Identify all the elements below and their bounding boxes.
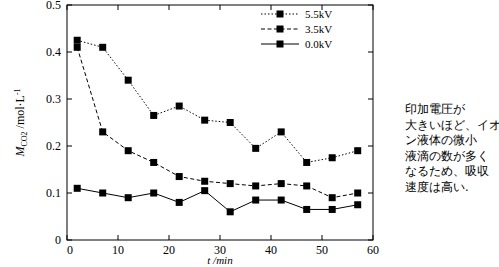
x-tick (271, 235, 272, 240)
plot-data (74, 37, 362, 216)
x-tick-label: 40 (265, 243, 277, 257)
series-marker (150, 159, 157, 166)
legend-marker (277, 26, 284, 33)
x-tick (220, 235, 221, 240)
y-tick (67, 99, 72, 100)
annotation-line: 速度は高い. (405, 180, 469, 194)
series-marker (252, 197, 259, 204)
series-marker (354, 201, 361, 208)
y-tick-label: 0.4 (46, 45, 61, 59)
series-line (77, 188, 358, 212)
y-axis-label-part: -1 (13, 88, 22, 95)
y-tick (67, 193, 72, 194)
y-tick (368, 193, 373, 194)
legend-label: 3.5kV (305, 23, 332, 35)
x-tick (118, 5, 119, 10)
series-marker (99, 128, 106, 135)
annotation: 印加電圧が大きいほど、イオン液体の微小液滴の数が多くなるため、吸収速度は高い. (405, 102, 499, 194)
legend-marker (277, 41, 284, 48)
series-line (77, 40, 358, 162)
series-marker (150, 190, 157, 197)
y-axis-label-part: /mol·L (13, 95, 27, 131)
y-tick (67, 52, 72, 53)
y-tick (67, 5, 72, 6)
y-tick (368, 146, 373, 147)
y-tick (67, 146, 72, 147)
series-marker (201, 187, 208, 194)
series-marker (125, 77, 132, 84)
series-marker (354, 190, 361, 197)
x-tick (373, 5, 374, 10)
series-marker (74, 44, 81, 51)
series-marker (227, 208, 234, 215)
y-tick (368, 5, 373, 6)
legend-label: 0.0kV (305, 38, 332, 50)
x-tick-label: 10 (112, 243, 124, 257)
annotation-line: 大きいほど、イオ (405, 118, 499, 132)
series-marker (278, 197, 285, 204)
series-marker (303, 182, 310, 189)
x-tick (118, 235, 119, 240)
series-marker (125, 147, 132, 154)
series-marker (303, 206, 310, 213)
series-marker (176, 199, 183, 206)
annotation-line: 液滴の数が多く (405, 149, 489, 163)
series-marker (74, 37, 81, 44)
series-line (77, 47, 358, 197)
series-marker (252, 145, 259, 152)
series-marker (329, 194, 336, 201)
x-tick (322, 235, 323, 240)
x-tick (271, 5, 272, 10)
x-tick (67, 5, 68, 10)
y-tick-label: 0.3 (46, 92, 61, 106)
legend: 5.5kV 3.5kV 0.0kV (261, 8, 332, 50)
series-marker (99, 190, 106, 197)
chart: 00.10.20.30.40.50102030405060t /minMCO2 … (0, 0, 499, 267)
x-tick-label: 0 (67, 243, 73, 257)
series-marker (329, 154, 336, 161)
y-axis-label: MCO2 /mol·L-1 (13, 88, 29, 157)
series-marker (176, 173, 183, 180)
x-tick-label: 60 (367, 243, 379, 257)
x-tick-label: 50 (316, 243, 328, 257)
annotation-line: ン液体の微小 (405, 133, 477, 147)
x-tick (220, 5, 221, 10)
annotation-line: 印加電圧が (405, 102, 466, 116)
legend-marker (277, 11, 284, 18)
y-tick (368, 240, 373, 241)
series-marker (278, 128, 285, 135)
series-marker (150, 112, 157, 119)
series-marker (125, 194, 132, 201)
legend-label: 5.5kV (305, 8, 332, 20)
y-tick (67, 240, 72, 241)
x-tick-label: 20 (163, 243, 175, 257)
plot-frame (67, 5, 373, 240)
series-marker (303, 159, 310, 166)
series-marker (74, 185, 81, 192)
series-marker (252, 182, 259, 189)
series-marker (201, 178, 208, 185)
y-tick (368, 52, 373, 53)
series-marker (99, 44, 106, 51)
y-tick-label: 0.5 (46, 0, 61, 12)
series-marker (227, 119, 234, 126)
series-marker (227, 180, 234, 187)
series-marker (278, 180, 285, 187)
x-axis-label: t /min (207, 254, 233, 266)
x-tick (169, 5, 170, 10)
x-tick (67, 235, 68, 240)
y-tick-label: 0.2 (46, 139, 61, 153)
y-tick (368, 99, 373, 100)
y-axis-label-part: CO2 (20, 131, 29, 146)
x-tick (169, 235, 170, 240)
series-marker (329, 206, 336, 213)
series-marker (201, 117, 208, 124)
series-marker (176, 103, 183, 110)
annotation-line: なるため、吸収 (405, 164, 489, 178)
y-tick-label: 0 (55, 233, 61, 247)
x-tick (373, 235, 374, 240)
page: {"chart_data": { "type": "line", "x_labe… (0, 0, 499, 267)
y-tick-label: 0.1 (46, 186, 61, 200)
series-marker (354, 147, 361, 154)
